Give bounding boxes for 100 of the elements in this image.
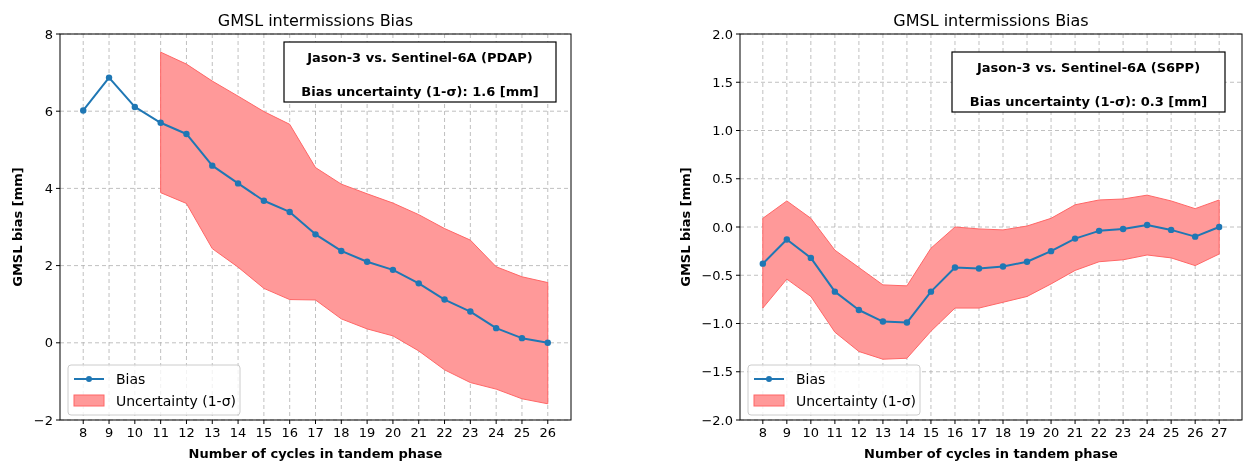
x-tick-label: 23 bbox=[462, 425, 479, 440]
annotation: Bias uncertainty (1-σ): 1.6 [mm] bbox=[301, 84, 539, 99]
point bbox=[286, 208, 293, 216]
y-tick-label: −2.0 bbox=[701, 412, 733, 428]
x-tick-label: 11 bbox=[152, 425, 169, 440]
point bbox=[209, 162, 216, 169]
x-tick-label: 26 bbox=[1186, 425, 1204, 440]
y-tick-label: −2 bbox=[33, 412, 53, 428]
x-tick-label: 22 bbox=[436, 425, 453, 440]
y-tick-label: 4 bbox=[44, 180, 53, 196]
y-tick-label: 1.0 bbox=[712, 123, 733, 138]
point bbox=[1215, 223, 1223, 231]
y-tick-label: −0.5 bbox=[701, 267, 733, 283]
x-tick-label: 21 bbox=[410, 425, 428, 440]
x-tick-label: 8 bbox=[79, 425, 88, 440]
point bbox=[999, 263, 1007, 270]
x-tick-label: 16 bbox=[281, 425, 298, 440]
x-tick-label: 13 bbox=[203, 425, 221, 440]
point bbox=[975, 265, 983, 272]
point bbox=[518, 334, 526, 342]
point bbox=[467, 308, 474, 315]
x-tick-label: 10 bbox=[802, 425, 820, 440]
point bbox=[1191, 233, 1199, 240]
legend-label: Bias bbox=[116, 371, 146, 387]
point bbox=[1047, 247, 1055, 255]
y-tick-label: −1.5 bbox=[701, 364, 733, 380]
point bbox=[415, 280, 422, 287]
point bbox=[131, 103, 139, 111]
point bbox=[783, 236, 791, 243]
point bbox=[879, 318, 887, 325]
x-tick-label: 14 bbox=[898, 425, 916, 440]
y-axis-title: GMSL bias [mm] bbox=[678, 167, 693, 287]
point bbox=[1095, 227, 1103, 235]
chart-title: GMSL intermissions Bias bbox=[217, 11, 414, 30]
chart-title: GMSL intermissions Bias bbox=[893, 11, 1089, 30]
point bbox=[312, 231, 319, 238]
annotation: Jason-3 vs. Sentinel-6A (PDAP) bbox=[306, 50, 533, 65]
point bbox=[951, 264, 959, 271]
point bbox=[183, 130, 190, 138]
point bbox=[157, 119, 164, 126]
point bbox=[1143, 221, 1151, 229]
annotation: Uncertainty (1-σ) bbox=[116, 393, 236, 409]
x-tick-label: 10 bbox=[126, 425, 144, 440]
y-tick-label: 1.5 bbox=[712, 74, 733, 90]
point bbox=[338, 247, 345, 255]
y-tick-label: 0.5 bbox=[712, 171, 733, 187]
x-tick-label: 24 bbox=[1138, 425, 1156, 440]
point bbox=[855, 306, 863, 314]
legend-label: Bias bbox=[796, 371, 826, 387]
point bbox=[1023, 258, 1031, 265]
y-tick-label: 0 bbox=[44, 335, 53, 351]
point bbox=[1119, 225, 1127, 233]
x-axis-title: Number of cycles in tandem phase bbox=[188, 446, 443, 461]
point bbox=[260, 197, 268, 204]
x-tick-label: 19 bbox=[1018, 425, 1036, 440]
x-tick-label: 22 bbox=[1090, 425, 1108, 440]
y-tick-label: 8 bbox=[44, 26, 53, 42]
x-tick-label: 13 bbox=[874, 425, 892, 440]
point bbox=[1167, 226, 1175, 234]
point bbox=[105, 74, 113, 81]
x-tick-label: 15 bbox=[922, 425, 940, 440]
annotation: Bias uncertainty (1-σ): 0.3 [mm] bbox=[969, 94, 1208, 109]
y-tick-label: 0.0 bbox=[712, 219, 733, 235]
point bbox=[389, 266, 397, 274]
point bbox=[831, 288, 839, 295]
point bbox=[441, 296, 448, 303]
x-tick-label: 12 bbox=[178, 425, 195, 440]
point bbox=[927, 288, 935, 295]
x-tick-label: 18 bbox=[333, 425, 350, 440]
annotation: Uncertainty (1-σ) bbox=[796, 393, 916, 409]
point bbox=[807, 254, 815, 262]
point bbox=[80, 107, 87, 114]
x-tick-label: 14 bbox=[229, 425, 247, 440]
x-tick-label: 9 bbox=[104, 425, 114, 440]
x-tick-label: 26 bbox=[539, 425, 557, 440]
x-tick-label: 9 bbox=[782, 425, 791, 440]
point bbox=[903, 319, 911, 326]
point bbox=[1071, 235, 1079, 242]
x-tick-label: 17 bbox=[307, 425, 324, 440]
x-tick-label: 25 bbox=[1162, 425, 1180, 440]
x-tick-label: 27 bbox=[1210, 425, 1228, 440]
point bbox=[363, 258, 371, 265]
x-tick-label: 17 bbox=[970, 425, 988, 440]
x-tick-label: 8 bbox=[758, 425, 767, 440]
annotation: Jason-3 vs. Sentinel-6A (S6PP) bbox=[975, 60, 1201, 75]
point bbox=[492, 324, 500, 332]
x-tick-label: 16 bbox=[946, 425, 964, 440]
y-tick-label: 2.0 bbox=[712, 26, 733, 42]
x-tick-label: 12 bbox=[850, 425, 868, 440]
x-axis-title: Number of cycles in tandem phase bbox=[864, 446, 1119, 461]
x-tick-label: 21 bbox=[1066, 425, 1084, 440]
x-tick-label: 23 bbox=[1114, 425, 1132, 440]
x-tick-label: 20 bbox=[1042, 425, 1060, 440]
x-tick-label: 11 bbox=[826, 425, 844, 440]
y-tick-label: 6 bbox=[44, 103, 53, 119]
point bbox=[759, 260, 767, 267]
x-tick-label: 24 bbox=[487, 425, 505, 440]
x-tick-label: 25 bbox=[513, 425, 531, 440]
y-axis-title: GMSL bias [mm] bbox=[10, 167, 25, 287]
x-tick-label: 19 bbox=[358, 425, 376, 440]
